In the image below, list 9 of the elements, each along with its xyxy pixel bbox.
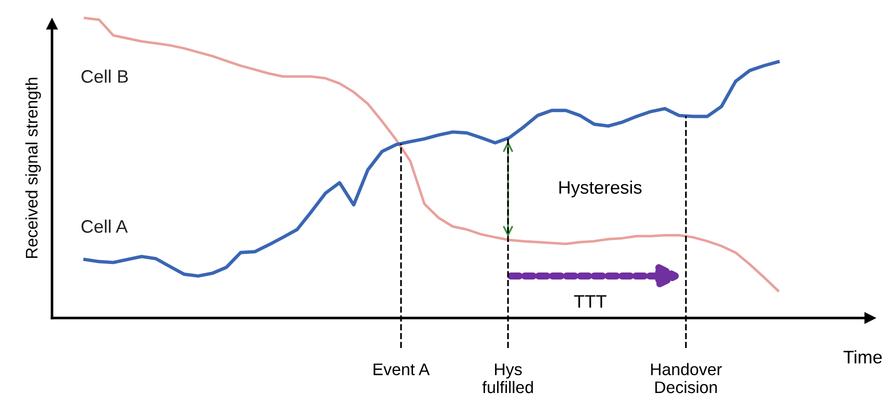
- annotation: TTT: [574, 295, 606, 308]
- text: Hys fulfilled: [482, 364, 533, 394]
- text: Handover Decision: [651, 363, 722, 394]
- x-axis-title: Time: [844, 350, 882, 364]
- series-label: Cell A: [82, 220, 128, 233]
- series-label: Cell B: [82, 70, 128, 83]
- annotation: Hysteresis: [559, 180, 642, 198]
- text: Event A: [374, 364, 430, 376]
- y-axis-title: Received signal strength: [25, 78, 41, 258]
